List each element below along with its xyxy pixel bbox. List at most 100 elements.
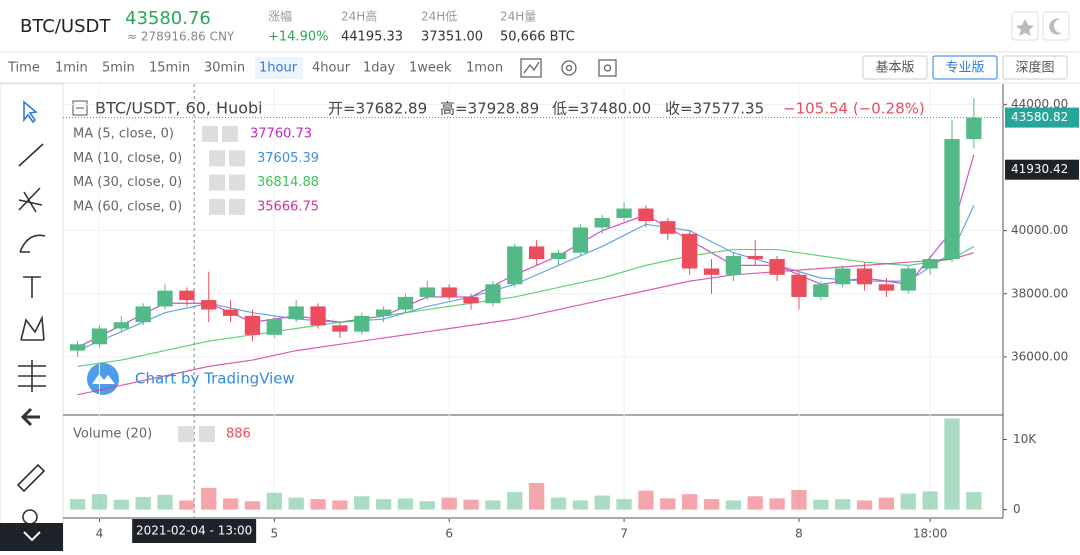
collapse-button[interactable]: [0, 523, 63, 551]
volume-tick-label: 10K: [1013, 432, 1037, 446]
stat-value: 44195.33: [341, 30, 403, 45]
volume-bar: [157, 494, 173, 510]
volume-settings[interactable]: [178, 426, 194, 442]
watermark: Chart by TradingView: [135, 370, 295, 388]
interval-button[interactable]: 5min: [102, 61, 135, 76]
cursor-tool[interactable]: [23, 100, 38, 124]
ruler-tool[interactable]: [16, 463, 46, 493]
candle-body: [441, 287, 457, 297]
candle-body: [835, 268, 851, 285]
indicator-close[interactable]: [229, 174, 245, 191]
line-tool[interactable]: [18, 143, 44, 167]
candle-body: [922, 259, 938, 269]
text-tool[interactable]: [23, 276, 41, 298]
volume-bar: [572, 500, 589, 510]
x-tick-label: 18:00: [913, 527, 948, 541]
indicator-name: MA (30, close, 0): [73, 175, 182, 190]
crosshair-label-bg: [132, 519, 257, 543]
y-tick-label: 40000.00: [1011, 223, 1068, 237]
brush-tool[interactable]: [19, 234, 46, 253]
indicator-button[interactable]: [520, 58, 542, 78]
back-tool[interactable]: [20, 407, 40, 427]
theme-button[interactable]: [1042, 11, 1070, 41]
candle-body: [900, 268, 916, 291]
volume-bar: [244, 501, 261, 510]
volume-bar: [201, 487, 217, 510]
volume-bar: [354, 496, 370, 510]
volume-bar: [682, 494, 698, 510]
interval-button[interactable]: 1mon: [466, 61, 503, 76]
volume-bar: [113, 499, 129, 510]
cny-price: ≈ 278916.86 CNY: [127, 30, 235, 44]
volume-close[interactable]: [199, 426, 215, 442]
candle-body: [201, 300, 217, 310]
candle-body: [703, 268, 720, 275]
ma-line: [77, 245, 975, 367]
collapse-legend[interactable]: [72, 100, 88, 116]
volume-bar: [69, 499, 86, 510]
price-label-bg: [1005, 159, 1079, 180]
interval-button[interactable]: Time: [7, 61, 40, 76]
candle-body: [463, 296, 479, 304]
screenshot-button[interactable]: [598, 59, 617, 77]
settings-button[interactable]: [561, 60, 577, 76]
indicator-name: MA (60, close, 0): [73, 199, 182, 214]
x-tick-label: 6: [445, 527, 453, 541]
volume-bar: [441, 497, 457, 510]
candle-body: [288, 306, 304, 320]
indicator-settings[interactable]: [209, 150, 225, 167]
interval-button[interactable]: 1week: [409, 61, 452, 76]
candle-body: [725, 255, 742, 275]
interval-button[interactable]: 30min: [204, 61, 245, 76]
stat-label: 24H量: [500, 10, 536, 24]
ohlc-label: 收=37577.35: [665, 100, 764, 118]
y-tick-label: 44000.00: [1011, 97, 1068, 111]
indicator-close[interactable]: [229, 198, 245, 215]
interval-button[interactable]: 1min: [55, 61, 88, 76]
interval-button[interactable]: 1hour: [259, 61, 298, 76]
volume-bar: [813, 499, 829, 510]
chevron: [23, 531, 41, 542]
indicator-value: 37605.39: [257, 151, 319, 166]
moon-icon: [1049, 18, 1062, 35]
view-button[interactable]: [932, 55, 998, 80]
plot: [63, 84, 1003, 518]
volume-bar: [485, 500, 501, 510]
candle-body: [244, 315, 261, 335]
candle-body: [682, 233, 698, 269]
fib-tool[interactable]: [18, 187, 43, 213]
indicator-settings[interactable]: [209, 174, 225, 191]
volume-bar: [616, 499, 632, 510]
volume-bar: [835, 499, 851, 510]
view-button[interactable]: [862, 55, 928, 80]
candle-body: [572, 227, 589, 253]
candle-body: [266, 319, 282, 335]
view-label: 专业版: [945, 61, 984, 76]
stat-value: +14.90%: [268, 30, 328, 45]
candle-body: [769, 259, 785, 275]
measure-tool[interactable]: [18, 360, 46, 392]
candle-body: [878, 284, 895, 291]
interval-button[interactable]: 1day: [363, 61, 395, 76]
indicator-close[interactable]: [229, 150, 245, 167]
volume-bar: [419, 501, 435, 510]
candle-body: [135, 306, 151, 323]
volume-bar: [463, 499, 479, 510]
volume-bar: [638, 490, 654, 510]
candle-body: [528, 246, 545, 260]
price-label-bg: [1005, 107, 1079, 128]
x-tick-label: 4: [96, 527, 104, 541]
stat-value: 50,666 BTC: [500, 30, 575, 45]
interval-button[interactable]: 15min: [149, 61, 190, 76]
volume-bar: [922, 491, 938, 510]
interval-button[interactable]: 4hour: [312, 61, 351, 76]
indicator-close[interactable]: [222, 126, 238, 142]
candle-body: [616, 208, 632, 219]
indicator-settings[interactable]: [202, 126, 218, 142]
indicator-settings[interactable]: [209, 198, 225, 215]
view-button[interactable]: [1002, 55, 1068, 80]
pattern-tool[interactable]: [20, 315, 45, 341]
candle-body: [91, 328, 108, 345]
ohlc-label: 高=37928.89: [440, 100, 539, 118]
